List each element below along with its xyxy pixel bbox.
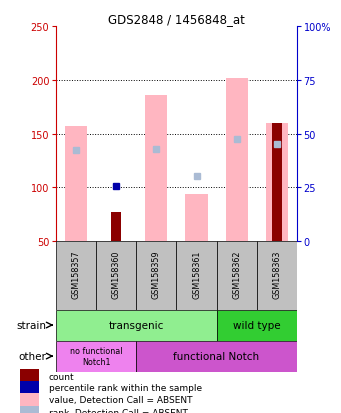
- Bar: [96, 242, 136, 310]
- Bar: [136, 242, 177, 310]
- Text: functional Notch: functional Notch: [174, 351, 260, 361]
- Text: GSM158361: GSM158361: [192, 250, 201, 299]
- Bar: [177, 242, 217, 310]
- Bar: [145, 95, 167, 242]
- Text: rank, Detection Call = ABSENT: rank, Detection Call = ABSENT: [49, 408, 188, 413]
- Text: strain: strain: [16, 320, 46, 330]
- Text: GSM158360: GSM158360: [112, 250, 121, 299]
- Text: value, Detection Call = ABSENT: value, Detection Call = ABSENT: [49, 395, 192, 404]
- Bar: [56, 341, 136, 372]
- Bar: [56, 242, 97, 310]
- Title: GDS2848 / 1456848_at: GDS2848 / 1456848_at: [108, 13, 245, 26]
- Text: percentile rank within the sample: percentile rank within the sample: [49, 384, 202, 392]
- Bar: [217, 242, 257, 310]
- Bar: [257, 242, 297, 310]
- Text: transgenic: transgenic: [109, 320, 164, 330]
- Bar: [20, 406, 39, 413]
- Text: GSM158359: GSM158359: [152, 250, 161, 299]
- Bar: [56, 310, 217, 341]
- Text: GSM158362: GSM158362: [232, 250, 241, 299]
- Text: GSM158363: GSM158363: [272, 250, 281, 299]
- Bar: [20, 393, 39, 406]
- Bar: [136, 341, 297, 372]
- Bar: [20, 381, 39, 395]
- Bar: [272, 123, 282, 242]
- Text: count: count: [49, 372, 74, 381]
- Text: GSM158357: GSM158357: [72, 250, 81, 299]
- Text: other: other: [18, 351, 46, 361]
- Bar: [186, 195, 208, 242]
- Bar: [225, 78, 248, 242]
- Bar: [20, 370, 39, 383]
- Bar: [112, 213, 121, 242]
- Bar: [217, 310, 297, 341]
- Text: no functional
Notch1: no functional Notch1: [70, 346, 122, 366]
- Bar: [65, 127, 87, 242]
- Bar: [266, 123, 288, 242]
- Text: wild type: wild type: [233, 320, 280, 330]
